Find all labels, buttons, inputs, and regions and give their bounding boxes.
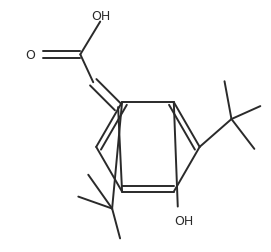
Text: OH: OH [92, 10, 111, 23]
Text: OH: OH [174, 214, 193, 227]
Text: O: O [26, 49, 36, 62]
